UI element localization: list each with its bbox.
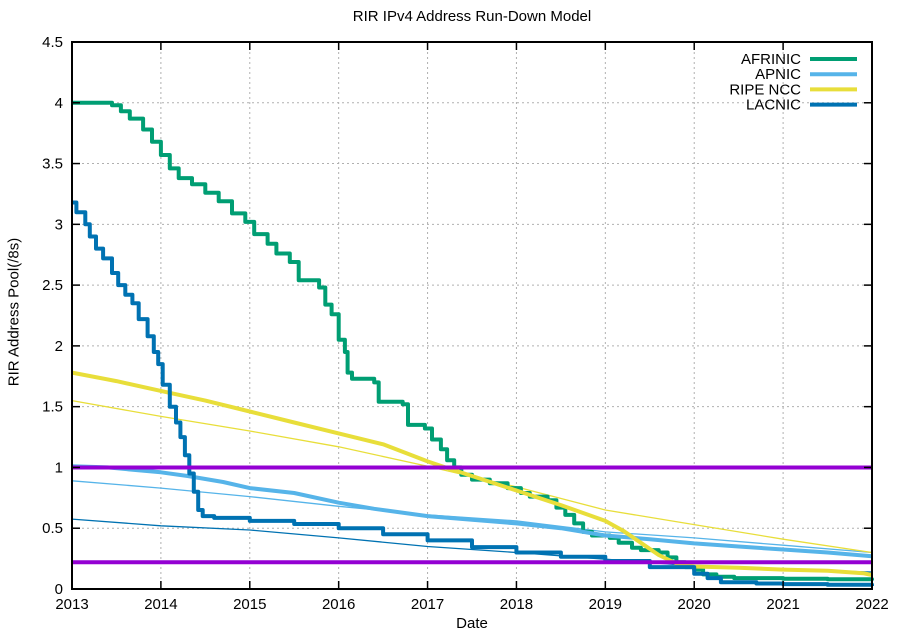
x-axis-title: Date xyxy=(456,615,488,632)
y-tick-label: 2.5 xyxy=(42,277,63,294)
legend-label-apnic: APNIC xyxy=(755,66,801,83)
x-tick-label: 2015 xyxy=(233,596,266,613)
chart-title: RIR IPv4 Address Run-Down Model xyxy=(352,8,592,25)
legend-label-ripe-ncc: RIPE NCC xyxy=(729,81,801,98)
series-ripe-ncc-actual xyxy=(71,370,873,577)
y-tick-label: 2 xyxy=(55,338,63,355)
x-tick-label: 2020 xyxy=(678,596,711,613)
y-tick-label: 3.5 xyxy=(42,156,63,173)
series-afrinic-actual xyxy=(72,100,874,582)
x-tick-label: 2022 xyxy=(855,596,888,613)
y-tick-label: 4 xyxy=(55,95,63,112)
series-lacnic-actual xyxy=(72,200,874,587)
x-tick-label: 2018 xyxy=(500,596,533,613)
legend-label-lacnic: LACNIC xyxy=(746,97,801,114)
y-tick-label: 0.5 xyxy=(42,520,63,537)
legend-label-afrinic: AFRINIC xyxy=(741,51,801,68)
y-tick-label: 1 xyxy=(55,459,63,476)
x-tick-label: 2014 xyxy=(144,596,177,613)
x-tick-label: 2017 xyxy=(411,596,444,613)
y-tick-label: 1.5 xyxy=(42,399,63,416)
x-tick-label: 2016 xyxy=(322,596,355,613)
x-tick-label: 2021 xyxy=(766,596,799,613)
x-tick-label: 2013 xyxy=(55,596,88,613)
x-tick-label: 2019 xyxy=(589,596,622,613)
y-tick-label: 3 xyxy=(55,216,63,233)
y-tick-label: 4.5 xyxy=(42,34,63,51)
y-axis-title: RIR Address Pool(/8s) xyxy=(5,237,23,387)
plot-border xyxy=(71,41,873,590)
y-tick-label: 0 xyxy=(55,581,63,598)
